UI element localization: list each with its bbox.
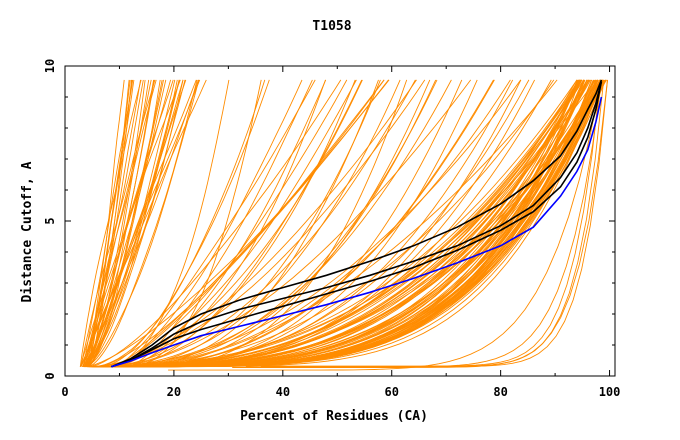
highlight-layer [110, 79, 603, 368]
curves-layer [79, 79, 608, 371]
background-curve [96, 79, 401, 368]
background-curve [105, 79, 230, 368]
series-line-0 [110, 79, 603, 368]
x-tick-label: 80 [493, 385, 507, 399]
background-curve [80, 79, 156, 367]
background-curve [120, 79, 495, 368]
background-curve [125, 79, 558, 368]
background-curve [98, 79, 438, 368]
background-curve [103, 79, 522, 368]
background-curve [85, 79, 184, 368]
axes-layer: 0 20 40 60 80 100 0 5 10 [43, 59, 620, 399]
x-tick-label: 40 [276, 385, 290, 399]
background-curve [114, 79, 591, 368]
background-curve [79, 79, 174, 367]
background-curve [85, 79, 200, 368]
x-axis-label: Percent of Residues (CA) [240, 409, 428, 424]
y-tick-label: 0 [43, 372, 57, 379]
background-curve [92, 79, 266, 368]
background-curve [113, 79, 472, 368]
background-curve [85, 79, 133, 367]
x-tick-label: 20 [167, 385, 181, 399]
background-curve [100, 79, 591, 368]
background-curve [116, 79, 593, 368]
y-axis-label: Distance Cutoff, A [20, 161, 35, 302]
background-curve [92, 79, 580, 368]
background-curve [88, 79, 187, 367]
background-curve [82, 79, 152, 367]
background-curve [100, 79, 555, 368]
series-line-2 [111, 81, 603, 368]
series-line-3 [111, 96, 603, 368]
background-curve [86, 79, 163, 368]
background-curve [88, 79, 198, 368]
x-tick-label: 0 [61, 385, 68, 399]
background-curve [86, 79, 161, 368]
background-curve [90, 79, 342, 368]
background-curve [87, 79, 176, 368]
background-curve [116, 79, 316, 368]
background-curve [100, 79, 270, 368]
background-curve [105, 79, 326, 368]
background-curve [128, 79, 363, 368]
x-tick-label: 60 [385, 385, 399, 399]
series-line-1 [111, 81, 603, 368]
y-tick-label: 10 [43, 59, 57, 73]
background-curve [82, 79, 197, 367]
background-curve [99, 79, 437, 368]
background-curve [232, 79, 608, 368]
background-curve [168, 79, 602, 371]
background-curve [114, 79, 385, 368]
chart-title: T1058 [312, 19, 351, 34]
x-tick-label: 100 [599, 385, 621, 399]
background-curve [79, 79, 142, 367]
y-tick-label: 5 [43, 217, 57, 224]
